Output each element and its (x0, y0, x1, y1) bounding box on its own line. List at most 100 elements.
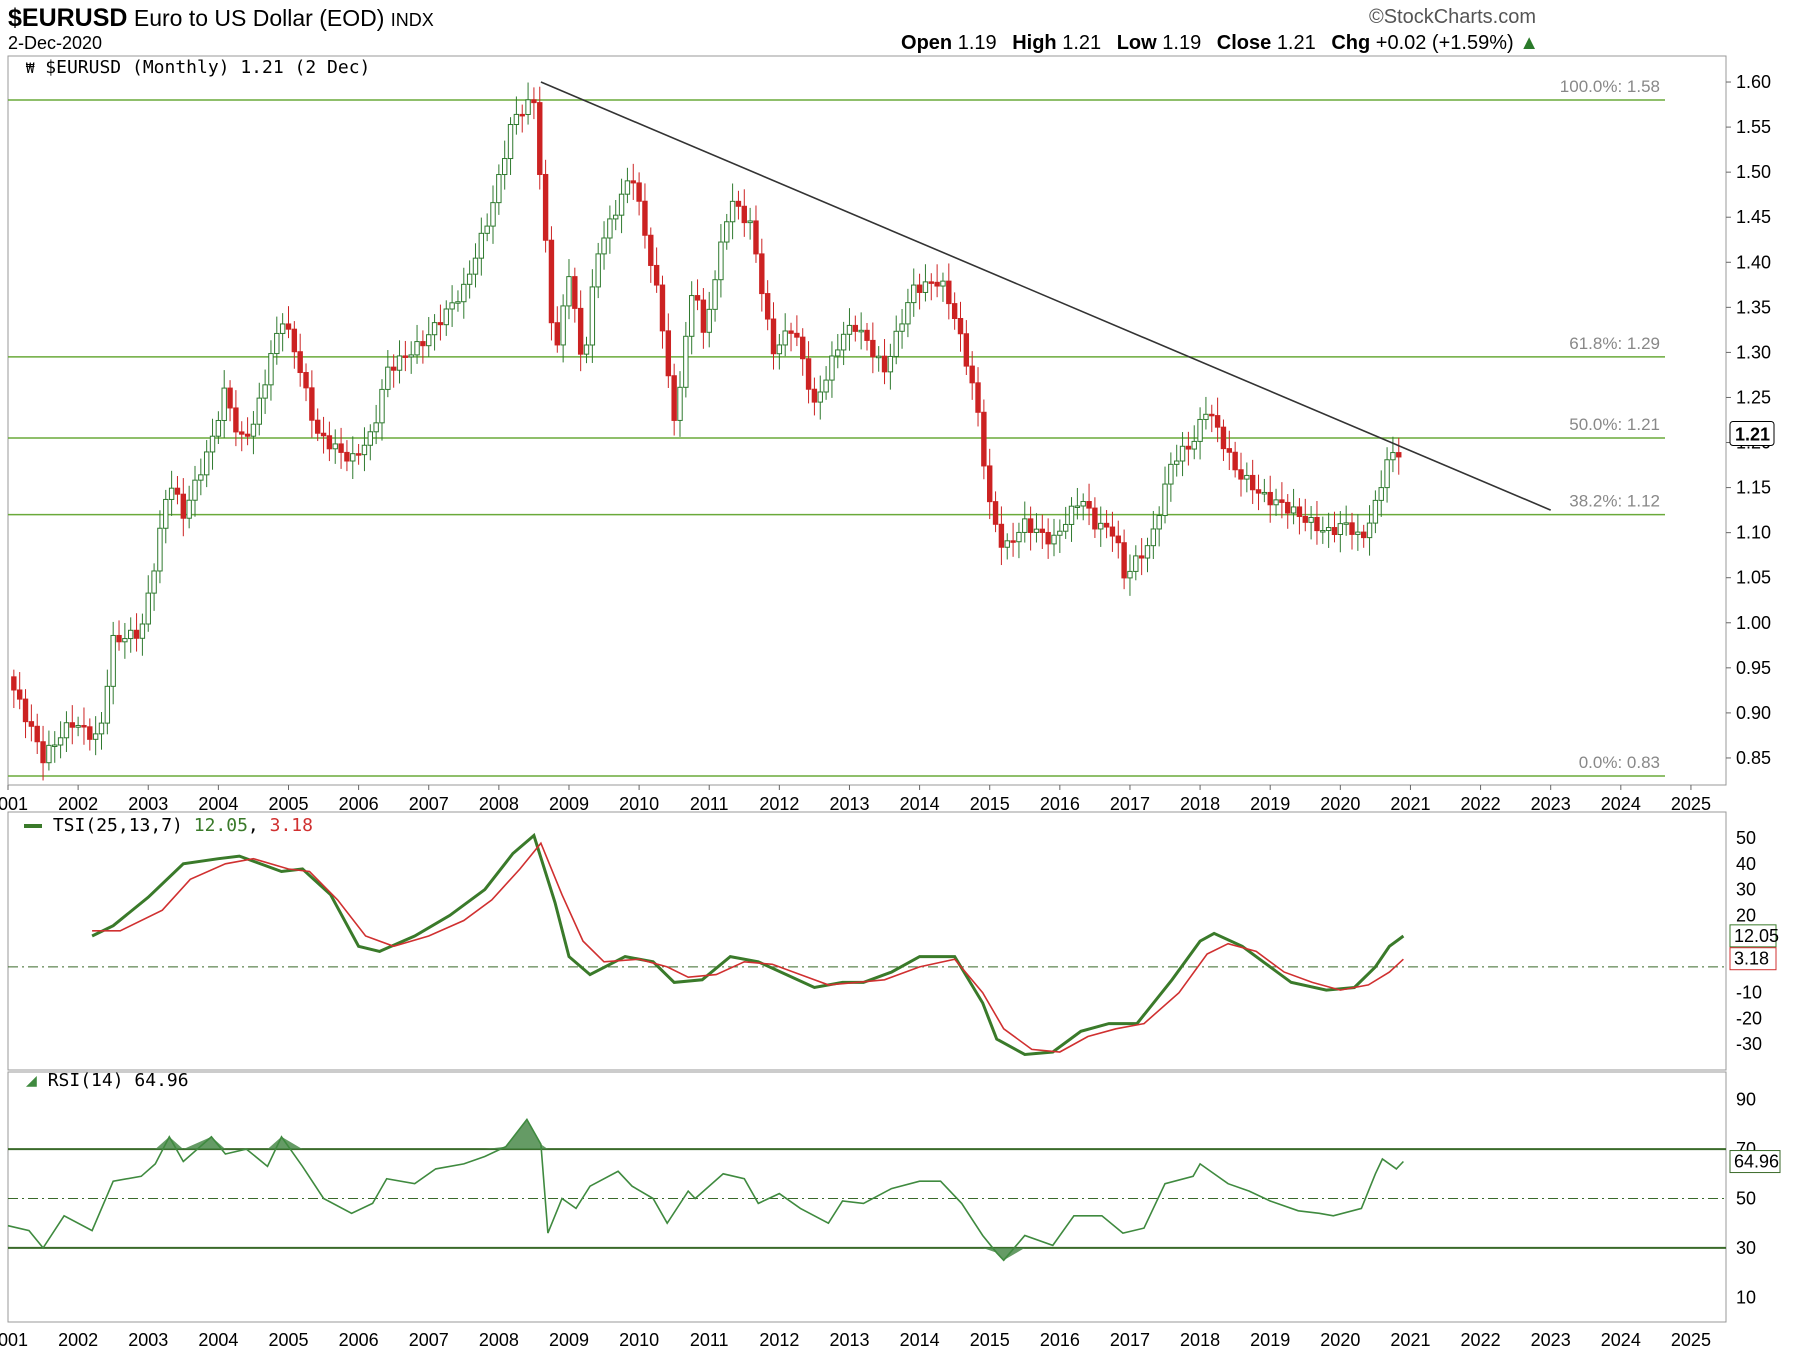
price-candle-body (981, 411, 987, 467)
price-candle-body (642, 200, 648, 236)
price-candle-body (1109, 526, 1116, 537)
price-ytick-label: 1.50 (1736, 162, 1771, 182)
candle-icon: ₩ (26, 61, 35, 77)
price-ytick-label: 1.60 (1736, 72, 1771, 92)
price-candle-body (1010, 540, 1016, 543)
price-candle-body (110, 634, 116, 687)
price-candle-body (268, 353, 274, 386)
xtick-label-bottom: 2003 (128, 1330, 168, 1350)
price-candle-body (829, 355, 835, 381)
price-ytick-label: 1.35 (1736, 297, 1771, 317)
price-candle-body (128, 629, 134, 640)
price-candle-body (279, 323, 286, 334)
price-candle-body (753, 220, 759, 255)
brand-label[interactable]: ©StockCharts.com (1368, 6, 1536, 28)
price-candle-body (788, 330, 794, 334)
price-candle-body (28, 721, 35, 727)
price-candle-body (472, 257, 479, 275)
price-candle-body (1255, 489, 1262, 494)
price-candle-body (940, 280, 946, 287)
open-label: Open (901, 32, 953, 54)
price-candle-body (975, 382, 981, 413)
last-price-marker-label: 1.21 (1735, 425, 1770, 445)
price-candle-body (572, 276, 578, 309)
price-candle-body (1331, 527, 1338, 536)
price-candle-body (192, 479, 198, 501)
price-candle-body (881, 355, 888, 373)
price-candle-body (1086, 501, 1092, 509)
price-candle-body (233, 407, 239, 433)
tsi-legend-name: TSI(25,13,7) (52, 815, 183, 836)
tsi-legend: TSI(25,13,7) 12.05, 3.18 (24, 815, 313, 836)
chg-value: +0.02 (+1.59%) (1375, 32, 1514, 54)
price-candle-body (969, 365, 975, 384)
price-candle-body (951, 303, 958, 319)
xtick-label-top: 2005 (268, 794, 308, 814)
price-candle-body (174, 487, 181, 495)
price-candle-body (40, 741, 46, 764)
fib-level-label: 38.2%: 1.12 (1569, 492, 1660, 511)
price-candle-body (151, 570, 157, 594)
price-candle-body (1162, 483, 1168, 517)
price-ytick-label: 0.85 (1736, 748, 1771, 768)
price-candle-body (735, 200, 742, 207)
price-candle-body (250, 423, 257, 437)
price-candle-body (414, 341, 420, 356)
price-candle-body (1127, 570, 1133, 579)
price-candle-body (764, 293, 771, 320)
price-candle-body (636, 182, 642, 202)
price-candle-body (519, 113, 525, 117)
price-candle-body (361, 444, 368, 456)
xtick-label-bottom: 2010 (619, 1330, 659, 1350)
price-candle-body (630, 180, 636, 184)
high-label: High (1012, 32, 1057, 54)
rsi-area-icon: ◢ (26, 1070, 37, 1091)
price-candle-body (1156, 515, 1162, 530)
price-candle-body (583, 344, 590, 355)
price-candle-body (542, 173, 549, 241)
price-candle-body (274, 332, 280, 355)
price-candle-body (648, 234, 654, 266)
price-candle-body (759, 253, 765, 295)
price-ytick-label: 1.55 (1736, 117, 1771, 137)
price-candle-body (1150, 528, 1157, 547)
price-ytick-label: 1.15 (1736, 478, 1771, 498)
price-candle-body (770, 318, 777, 355)
price-candle-body (1244, 474, 1250, 480)
chart-title: $EURUSD Euro to US Dollar (EOD) INDX (8, 4, 434, 33)
price-candle-body (1022, 518, 1028, 533)
price-candle-body (1045, 531, 1051, 545)
price-candle-body (186, 499, 192, 519)
price-candle-body (554, 322, 560, 346)
price-candle-body (385, 366, 391, 390)
price-candle-body (75, 725, 81, 728)
price-candle-body (244, 433, 251, 437)
price-candle-body (198, 474, 204, 481)
xtick-label-bottom: 2018 (1180, 1330, 1220, 1350)
price-candle-body (484, 225, 490, 234)
price-candle-body (700, 299, 707, 333)
price-candle-body (1314, 517, 1320, 532)
trendline (540, 81, 1552, 511)
price-candle-body (1355, 531, 1361, 535)
price-candle-body (426, 334, 432, 347)
xtick-label-top: 2015 (970, 794, 1010, 814)
price-candle-body (309, 387, 315, 421)
price-ytick-label: 1.45 (1736, 207, 1771, 227)
price-candle-body (1372, 499, 1379, 524)
price-candle-body (537, 102, 543, 175)
price-candle-body (683, 335, 689, 388)
price-candle-body (1138, 555, 1145, 559)
price-candle-body (811, 388, 818, 403)
price-candle-body (548, 239, 555, 324)
xtick-label-top: 2020 (1320, 794, 1360, 814)
price-candle-body (911, 284, 917, 304)
price-candle-body (1062, 523, 1069, 532)
xtick-label-top: 2019 (1250, 794, 1290, 814)
xtick-label-bottom: 2005 (268, 1330, 308, 1350)
price-candle-body (566, 276, 572, 307)
tsi-signal-marker-label: 3.18 (1734, 949, 1769, 969)
price-candle-body (168, 487, 175, 500)
xtick-label-bottom: 2006 (339, 1330, 379, 1350)
price-candle-body (1174, 460, 1180, 465)
